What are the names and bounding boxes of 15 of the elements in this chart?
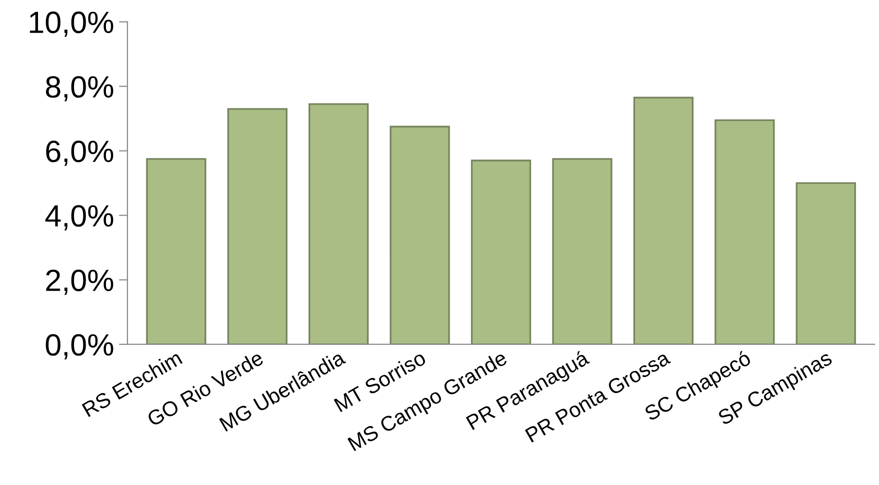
bar (633, 96, 694, 344)
y-tick-label: 8,0% (46, 76, 114, 102)
bar (146, 158, 206, 344)
y-tick-label: 2,0% (46, 270, 114, 295)
bar (390, 126, 450, 344)
bar (796, 182, 856, 344)
bar (227, 108, 288, 344)
y-tick-label: 4,0% (45, 205, 114, 230)
y-tick-label: 10,0% (30, 12, 114, 37)
bar (552, 158, 612, 344)
bar (470, 160, 532, 344)
bar (714, 119, 775, 344)
y-tick-label: 0,0% (46, 334, 114, 360)
bar (308, 103, 369, 344)
y-tick-label: 6,0% (46, 140, 114, 166)
